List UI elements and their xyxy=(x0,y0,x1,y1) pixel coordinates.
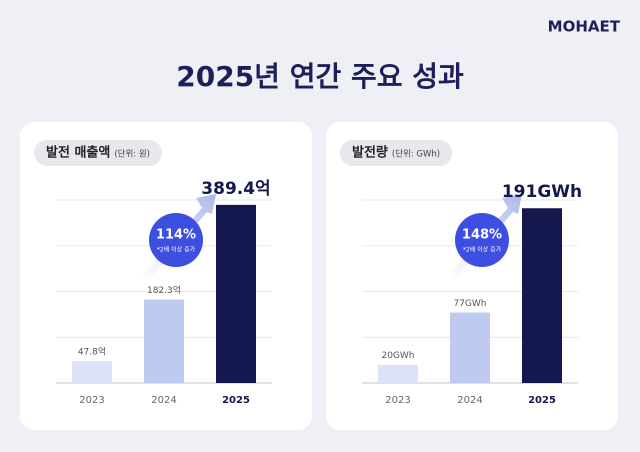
bar xyxy=(522,208,562,383)
page-title: 2025년 연간 주요 성과 xyxy=(176,60,464,93)
x-tick-label: 2025 xyxy=(222,395,250,406)
chart-subtitle: (단위: 원) xyxy=(114,149,150,160)
value-label: 182.3억 xyxy=(147,284,181,296)
x-tick-label: 2024 xyxy=(457,395,482,406)
value-label: 77GWh xyxy=(453,299,486,309)
title-pill xyxy=(34,140,162,166)
value-label: 191GWh xyxy=(502,182,582,202)
x-tick-label: 2023 xyxy=(79,395,104,406)
bar xyxy=(144,299,184,383)
value-label: 389.4억 xyxy=(201,179,270,199)
bar xyxy=(72,361,112,383)
x-tick-label: 2023 xyxy=(385,395,410,406)
card xyxy=(326,122,618,430)
chart-subtitle: (단위: GWh) xyxy=(392,149,440,160)
value-label: 47.8억 xyxy=(78,346,106,358)
bar xyxy=(378,364,418,383)
title-pill xyxy=(340,140,453,166)
bar xyxy=(450,312,490,383)
bar xyxy=(216,204,256,383)
growth-badge xyxy=(149,213,203,267)
chart-title: 발전 매출액 xyxy=(46,145,110,161)
chart-title: 발전량 xyxy=(352,145,388,161)
value-label: 20GWh xyxy=(381,351,414,361)
card xyxy=(20,122,312,430)
growth-percent: 114% xyxy=(156,228,196,243)
growth-note: *2배 이상 증가 xyxy=(463,246,502,254)
logo: MOHAET xyxy=(548,18,621,36)
growth-percent: 148% xyxy=(462,228,502,243)
growth-note: *2배 이상 증가 xyxy=(157,246,196,254)
growth-badge xyxy=(455,213,509,267)
x-tick-label: 2025 xyxy=(528,395,556,406)
x-tick-label: 2024 xyxy=(151,395,176,406)
